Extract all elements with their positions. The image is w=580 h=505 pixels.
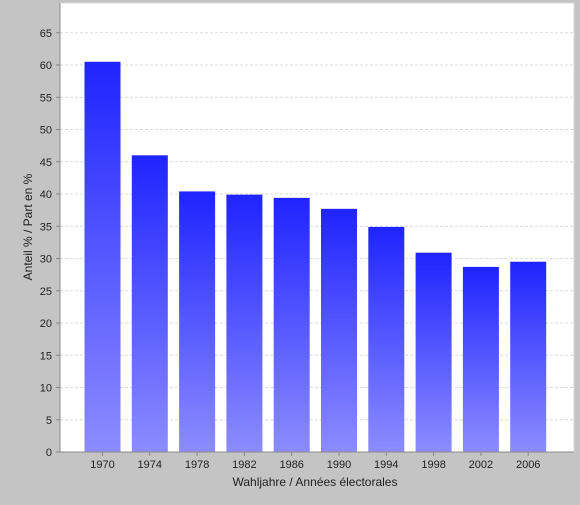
y-tick-label: 40 [40, 189, 52, 201]
bar-1990 [321, 208, 357, 452]
x-tick-label: 1986 [279, 459, 303, 471]
x-tick-label: 1978 [185, 459, 209, 471]
y-tick-label: 65 [40, 28, 52, 40]
y-tick-label: 0 [46, 447, 52, 459]
bar-1986 [273, 197, 310, 452]
x-tick-label: 1974 [138, 459, 162, 471]
bar-1998 [415, 252, 452, 452]
y-tick-label: 10 [40, 383, 52, 395]
y-tick-label: 50 [40, 125, 52, 137]
y-tick-label: 45 [40, 157, 52, 169]
bars [84, 61, 547, 453]
y-axis-label: Anteil % / Part en % [21, 173, 35, 280]
y-tick-label: 25 [40, 286, 52, 298]
y-tick-label: 60 [40, 60, 52, 72]
x-tick-label: 1990 [327, 459, 351, 471]
x-tick-label: 2002 [469, 459, 493, 471]
x-tick-label: 1998 [421, 459, 445, 471]
bar-1982 [226, 194, 263, 452]
bar-1970 [84, 61, 121, 453]
y-tick-label: 15 [40, 350, 52, 362]
x-tick-label: 2006 [516, 459, 540, 471]
y-tick-label: 35 [40, 221, 52, 233]
x-tick-label: 1970 [90, 459, 114, 471]
y-tick-label: 5 [46, 415, 52, 427]
bar-2006 [510, 261, 547, 452]
axes: 0 5 10 15 20 25 30 35 40 45 50 55 60 65 1970 1974 1978 19… [40, 3, 574, 471]
x-axis-label: Wahljahre / Années électorales [233, 475, 398, 489]
bar-1994 [368, 226, 405, 452]
y-tick-label: 20 [40, 318, 52, 330]
bar-1974 [131, 155, 168, 453]
bar-1978 [179, 191, 216, 453]
x-tick-label: 1982 [232, 459, 256, 471]
y-tick-label: 55 [40, 92, 52, 104]
bar-2002 [462, 266, 499, 452]
x-tick-label: 1994 [374, 459, 398, 471]
y-tick-label: 30 [40, 254, 52, 266]
